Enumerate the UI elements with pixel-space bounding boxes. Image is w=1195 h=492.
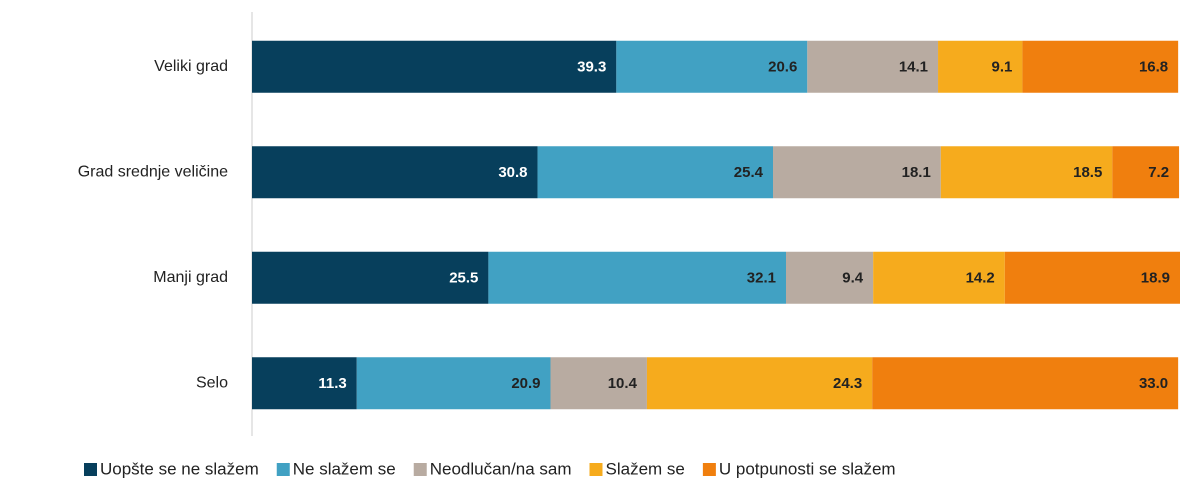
y-tick-label: Selo (196, 374, 228, 391)
legend-swatch (413, 463, 427, 476)
legend-swatch (276, 463, 290, 476)
bar-segment (1022, 40, 1179, 93)
y-tick-label: Veliki grad (154, 58, 228, 75)
data-label: 25.4 (734, 164, 764, 181)
data-label: 16.8 (1139, 59, 1168, 76)
data-label: 25.5 (449, 270, 478, 287)
bar-segment (252, 251, 489, 304)
data-label: 24.3 (833, 375, 862, 392)
bar-segment (646, 357, 873, 410)
data-label: 14.1 (899, 59, 928, 76)
data-label: 7.2 (1148, 164, 1169, 181)
bar-segment (872, 357, 1179, 410)
bar-segment (252, 40, 617, 93)
data-label: 18.1 (902, 164, 931, 181)
bar-segment (785, 251, 874, 304)
data-label: 33.0 (1139, 375, 1168, 392)
data-label: 39.3 (577, 59, 606, 76)
data-label: 30.8 (498, 164, 527, 181)
bar-segment (940, 146, 1113, 199)
bar-segment (773, 146, 941, 199)
legend-swatch (589, 463, 603, 476)
bar-segment (616, 40, 808, 93)
data-label: 18.5 (1073, 164, 1102, 181)
bar-segment (356, 357, 551, 410)
y-tick-label: Manji grad (153, 269, 228, 286)
data-label: 32.1 (747, 270, 776, 287)
data-label: 20.6 (768, 59, 797, 76)
data-label: 9.4 (842, 270, 864, 287)
data-label: 11.3 (318, 375, 346, 392)
bar-segment (807, 40, 939, 93)
legend-label: Slažem se (606, 459, 685, 478)
legend-label: U potpunosti se slažem (719, 459, 896, 478)
bar-segment (873, 251, 1005, 304)
data-label: 14.2 (966, 270, 995, 287)
bar-segment (488, 251, 786, 304)
legend-label: Neodlučan/na sam (430, 459, 572, 478)
bar-segment (252, 146, 538, 199)
bar-segment (938, 40, 1023, 93)
bar-segment (1004, 251, 1180, 304)
data-label: 18.9 (1141, 270, 1170, 287)
y-tick-label: Grad srednje veličine (78, 163, 228, 180)
legend-swatch (84, 463, 97, 476)
data-label: 9.1 (992, 59, 1013, 76)
bar-segment (537, 146, 774, 199)
legend-label: Ne slažem se (293, 459, 396, 478)
legend-label: Uopšte se ne slažem (100, 459, 259, 478)
data-label: 20.9 (511, 375, 540, 392)
legend-swatch (702, 463, 716, 476)
bar-segment (252, 357, 357, 410)
bar-segment (550, 357, 647, 410)
data-label: 10.4 (608, 375, 638, 392)
bar-segment (1112, 146, 1180, 199)
